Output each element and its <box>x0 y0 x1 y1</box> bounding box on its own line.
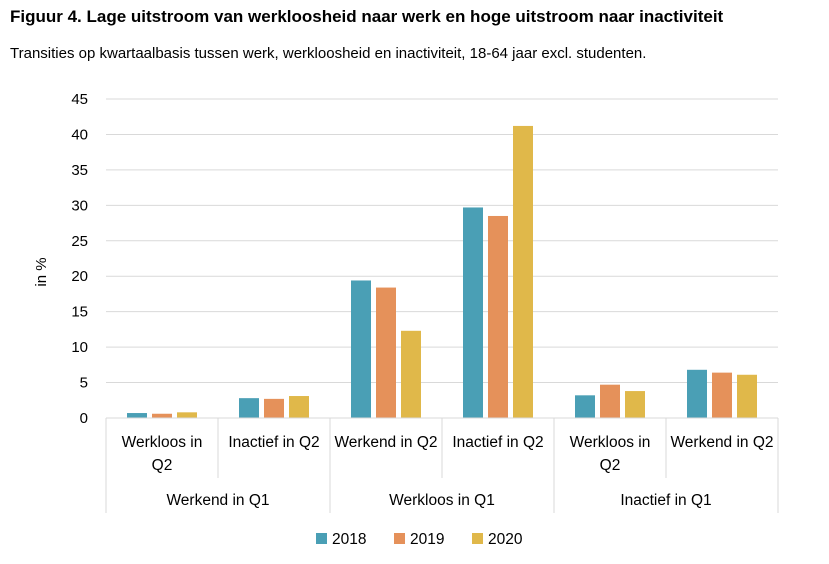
y-tick-label: 0 <box>80 410 88 427</box>
y-tick-label: 30 <box>71 197 88 214</box>
bar-2020 <box>625 391 645 418</box>
legend-label-2018: 2018 <box>332 531 366 548</box>
x-tick-label: Inactief in Q2 <box>452 434 543 451</box>
x-tick-label-line2: Q2 <box>600 457 621 474</box>
legend: 2018 2019 2020 <box>316 531 523 548</box>
bar-2020 <box>401 330 421 418</box>
legend-swatch-2018 <box>316 533 327 544</box>
y-tick-label: 40 <box>71 126 88 143</box>
x-axis-group-labels: Werkend in Q1 Werkloos in Q1 Inactief in Q… <box>166 492 711 509</box>
legend-swatch-2019 <box>394 533 405 544</box>
bar-2019 <box>488 215 508 418</box>
x-axis <box>105 417 779 513</box>
x-tick-label: Werkloos in <box>570 434 651 451</box>
legend-swatch-2020 <box>472 533 483 544</box>
bar-2018 <box>687 369 707 418</box>
y-tick-label: 15 <box>71 304 88 321</box>
bar-2018 <box>127 413 147 418</box>
bars <box>127 125 757 418</box>
y-axis-label: in % <box>33 257 50 286</box>
bar-2018 <box>239 398 259 418</box>
bar-2020 <box>513 125 533 418</box>
legend-label-2019: 2019 <box>410 531 444 548</box>
x-group-label: Werkloos in Q1 <box>389 492 495 509</box>
y-tick-label: 5 <box>80 375 88 392</box>
bar-2019 <box>264 398 284 418</box>
y-tick-label: 25 <box>71 233 88 250</box>
chart-title: Figuur 4. Lage uitstroom van werklooshei… <box>10 7 724 26</box>
x-tick-label: Werkloos in <box>122 434 203 451</box>
y-tick-label: 20 <box>71 268 88 285</box>
y-tick-label: 35 <box>71 162 88 179</box>
bar-2019 <box>376 287 396 418</box>
chart-subtitle: Transities op kwartaalbasis tussen werk,… <box>10 45 647 62</box>
bar-2020 <box>737 374 757 418</box>
bar-2020 <box>177 412 197 418</box>
bar-2019 <box>152 413 172 418</box>
x-tick-label: Inactief in Q2 <box>228 434 319 451</box>
x-tick-label: Werkend in Q2 <box>334 434 437 451</box>
bar-2018 <box>463 207 483 418</box>
x-tick-label-line2: Q2 <box>152 457 173 474</box>
legend-label-2020: 2020 <box>488 531 523 548</box>
bar-2018 <box>575 395 595 418</box>
x-group-label: Inactief in Q1 <box>620 492 711 509</box>
y-tick-label: 10 <box>71 339 88 356</box>
y-axis-ticks: 0 5 10 15 20 25 30 35 40 45 <box>71 91 88 427</box>
bar-2018 <box>351 280 371 418</box>
x-axis-category-labels: Werkloos in Q2 Inactief in Q2 Werkend in Q2… <box>122 434 774 474</box>
bar-2019 <box>712 372 732 418</box>
x-tick-label: Werkend in Q2 <box>670 434 773 451</box>
bar-2020 <box>289 396 309 418</box>
bar-2019 <box>600 384 620 418</box>
y-tick-label: 45 <box>71 91 88 108</box>
x-group-label: Werkend in Q1 <box>166 492 269 509</box>
gridlines <box>106 98 778 384</box>
